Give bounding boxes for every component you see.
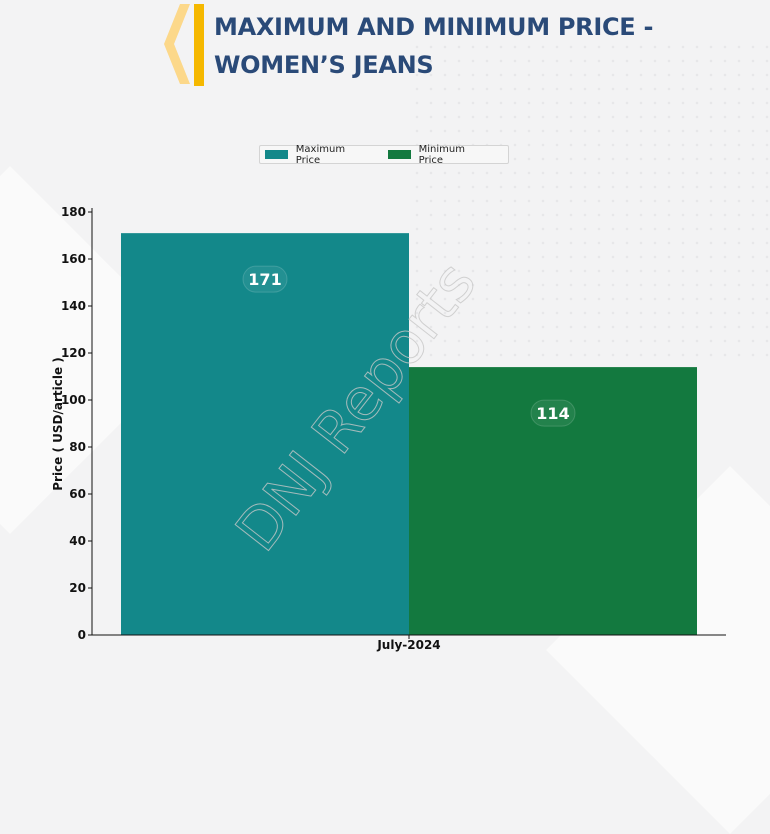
y-tick-label: 60 — [69, 487, 86, 501]
data-label: 114 — [536, 404, 569, 423]
y-axis-title: Price ( USD/article ) — [51, 357, 65, 491]
legend-swatch-min — [387, 150, 411, 159]
y-tick-label: 140 — [61, 299, 86, 313]
bars-group — [121, 233, 697, 635]
title-line-1: MAXIMUM AND MINIMUM PRICE - — [214, 13, 654, 41]
axes-group: 0 20 40 60 80 100 120 140 160 180 July-2024 — [61, 205, 726, 652]
x-tick-label: July-2024 — [376, 638, 440, 652]
legend-item-max: Maximum Price — [265, 144, 366, 166]
background-dot-pattern — [410, 40, 770, 360]
labels-group: 171 114 — [242, 265, 576, 427]
legend-swatch-max — [265, 150, 288, 159]
chevron-logo-icon — [164, 4, 204, 86]
bar-minimum-price — [409, 367, 697, 635]
legend-item-min: Minimum Price — [387, 143, 486, 166]
data-label-pill — [242, 265, 288, 293]
data-label-pill — [530, 399, 576, 427]
data-label: 171 — [248, 270, 281, 289]
bar-maximum-price — [121, 233, 409, 635]
y-tick-label: 120 — [61, 346, 86, 360]
y-tick-label: 160 — [61, 252, 86, 266]
chart-legend: Maximum Price Minimum Price — [259, 143, 509, 166]
y-tick-label: 180 — [61, 205, 86, 219]
y-tick-label: 20 — [69, 581, 86, 595]
title-line-2: WOMEN’S JEANS — [214, 51, 434, 79]
y-tick-label: 40 — [69, 534, 86, 548]
legend-label-min: Minimum Price — [418, 143, 465, 166]
y-tick-label: 100 — [61, 393, 86, 407]
legend-label-max: Maximum Price — [295, 143, 346, 166]
y-tick-label: 0 — [78, 628, 86, 642]
y-tick-label: 80 — [69, 440, 86, 454]
header: MAXIMUM AND MINIMUM PRICE - WOMEN’S JEAN… — [0, 0, 770, 100]
page-title: MAXIMUM AND MINIMUM PRICE - WOMEN’S JEAN… — [214, 8, 653, 84]
